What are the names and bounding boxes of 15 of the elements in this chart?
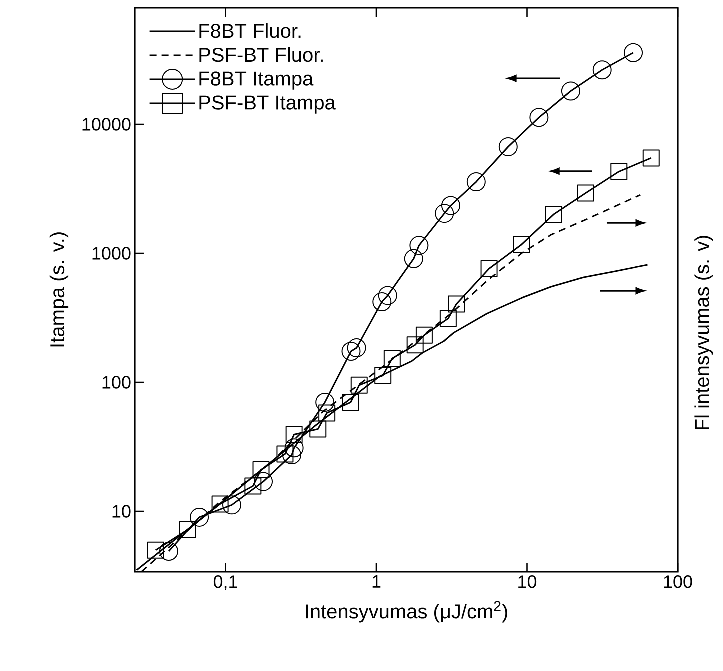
x-tick-label: 1 — [372, 576, 381, 588]
y-axis-title: Itampa (s. v.) — [50, 232, 69, 347]
y-tick-label: 10000 — [82, 118, 131, 131]
x-tick-label: 10 — [518, 576, 537, 588]
x-tick-label: 0,1 — [214, 576, 238, 590]
y-tick-label: 100 — [102, 376, 131, 389]
legend-label: F8BT Itampa — [200, 72, 314, 90]
x-axis-title: Intensyvumas (μJ/cm$^{2}$) — [306, 601, 508, 623]
y2-axis-title: Fl intensyvumas (s. v) — [694, 236, 714, 430]
legend-label: PSF-BT Fluor. — [200, 47, 323, 62]
legend-label: F8BT Fluor. — [200, 23, 301, 38]
legend-label: PSF-BT Itampa — [200, 96, 336, 114]
y-tick-label: 1000 — [92, 247, 131, 260]
y-tick-label: 10 — [112, 505, 131, 518]
x-tick-label: 100 — [664, 576, 692, 588]
